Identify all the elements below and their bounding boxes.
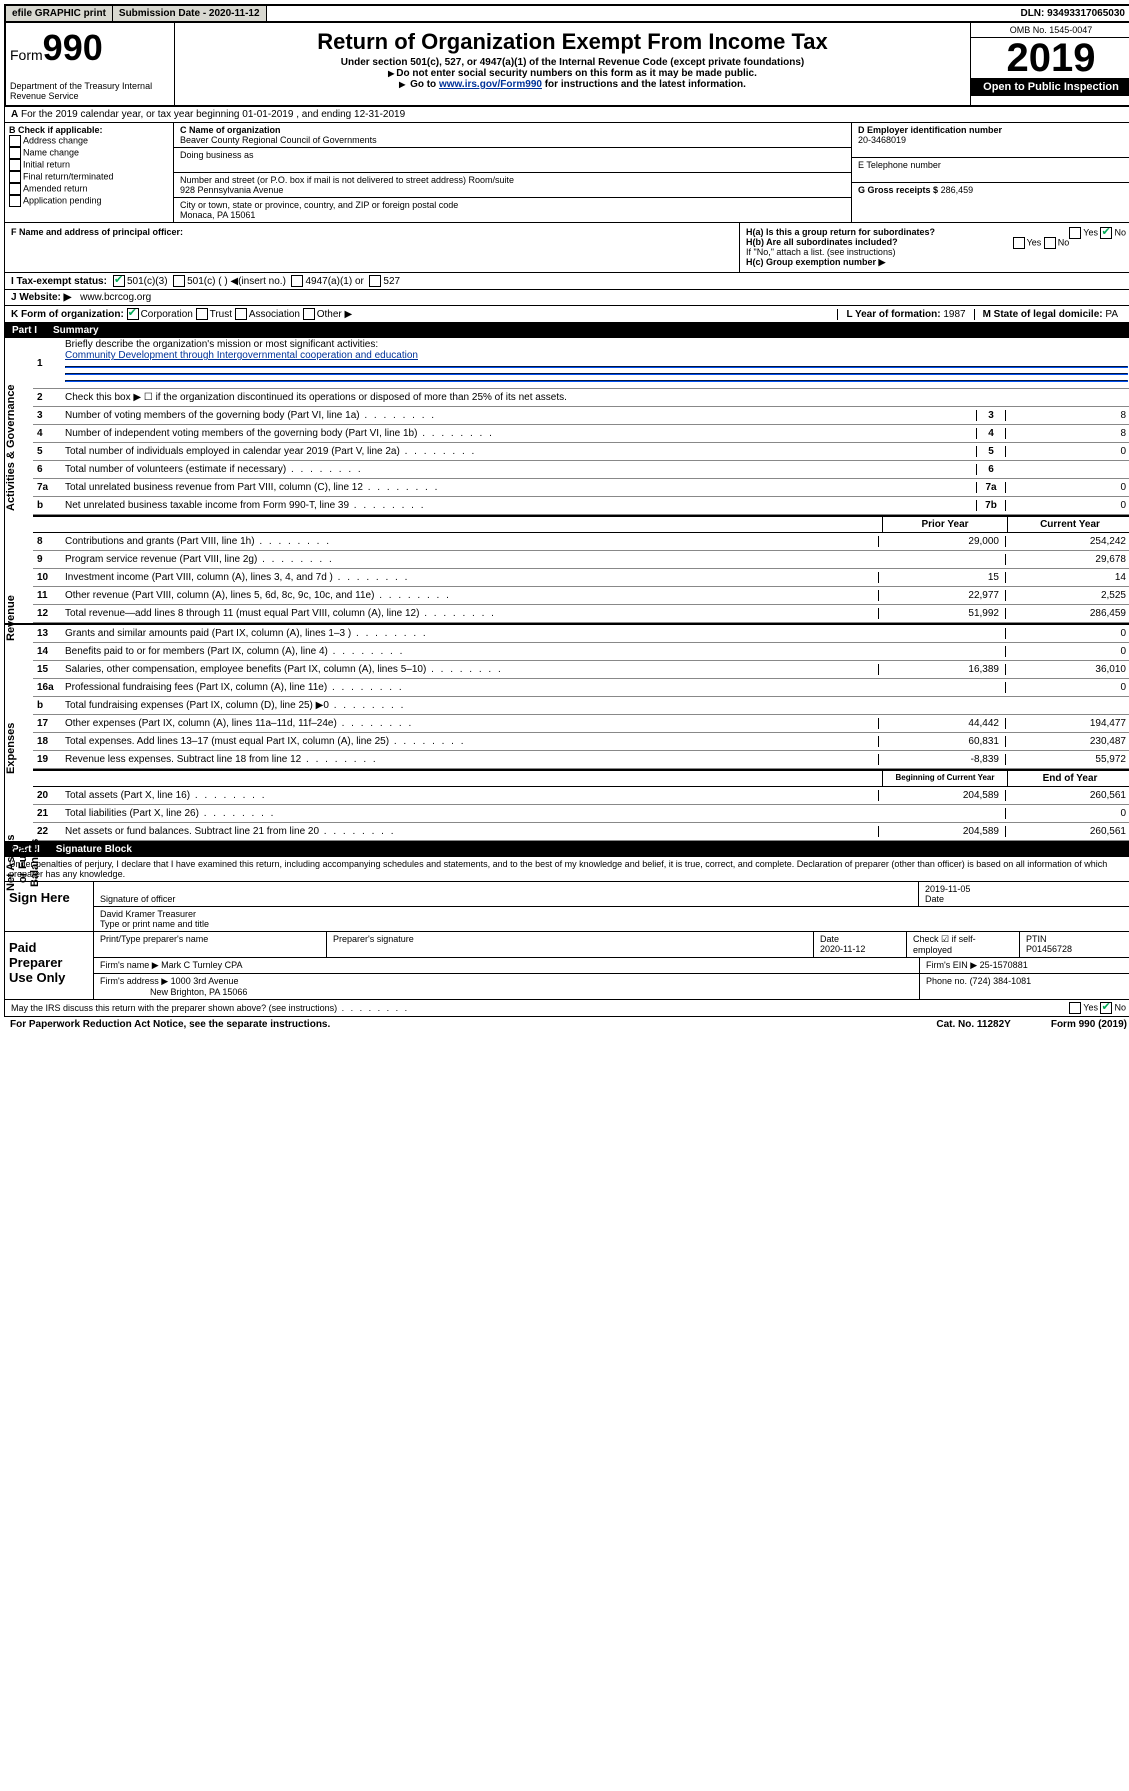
top-bar: efile GRAPHIC print Submission Date - 20… xyxy=(4,4,1129,23)
summary-row: 14Benefits paid to or for members (Part … xyxy=(33,643,1129,661)
box-c: C Name of organizationBeaver County Regi… xyxy=(174,123,852,222)
vtab-expenses: Expenses xyxy=(5,683,29,813)
summary-row: 15Salaries, other compensation, employee… xyxy=(33,661,1129,679)
perjury-text: Under penalties of perjury, I declare th… xyxy=(4,857,1129,882)
row-klm: K Form of organization: Corporation Trus… xyxy=(4,306,1129,323)
submission-date: Submission Date - 2020-11-12 xyxy=(113,6,267,21)
summary-row: 11Other revenue (Part VIII, column (A), … xyxy=(33,587,1129,605)
section-fh: F Name and address of principal officer:… xyxy=(4,223,1129,273)
part-2-header: Part IISignature Block xyxy=(4,842,1129,857)
open-to-public: Open to Public Inspection xyxy=(971,78,1129,96)
summary-row: 21Total liabilities (Part X, line 26)0 xyxy=(33,805,1129,823)
form-number: Form990 xyxy=(10,27,170,69)
box-f: F Name and address of principal officer: xyxy=(5,223,740,272)
box-b: B Check if applicable: Address change Na… xyxy=(5,123,174,222)
form-title: Return of Organization Exempt From Incom… xyxy=(183,29,962,55)
section-bcde: B Check if applicable: Address change Na… xyxy=(4,123,1129,223)
tax-year: 2019 xyxy=(971,38,1129,78)
footer: For Paperwork Reduction Act Notice, see … xyxy=(4,1017,1129,1032)
paid-preparer: Paid Preparer Use Only Print/Type prepar… xyxy=(4,932,1129,1000)
vtab-revenue: Revenue xyxy=(5,568,29,668)
row-i: I Tax-exempt status: 501(c)(3) 501(c) ( … xyxy=(4,273,1129,290)
form-header: Form990 Department of the Treasury Inter… xyxy=(4,23,1129,107)
summary-row: 19Revenue less expenses. Subtract line 1… xyxy=(33,751,1129,769)
box-de: D Employer identification number20-34680… xyxy=(852,123,1129,222)
vtab-net-assets: Net Assets or Fund Balances xyxy=(5,828,29,898)
summary-section: Activities & Governance Revenue Expenses… xyxy=(4,338,1129,842)
dept-treasury: Department of the Treasury Internal Reve… xyxy=(10,81,170,101)
summary-row: 16aProfessional fundraising fees (Part I… xyxy=(33,679,1129,697)
sign-here: Sign Here Signature of officer2019-11-05… xyxy=(4,882,1129,932)
summary-row: 13Grants and similar amounts paid (Part … xyxy=(33,625,1129,643)
summary-row: 20Total assets (Part X, line 16)204,5892… xyxy=(33,787,1129,805)
summary-row: 10Investment income (Part VIII, column (… xyxy=(33,569,1129,587)
summary-row: 5Total number of individuals employed in… xyxy=(33,443,1129,461)
summary-row: 22Net assets or fund balances. Subtract … xyxy=(33,823,1129,841)
summary-row: 3Number of voting members of the governi… xyxy=(33,407,1129,425)
summary-row: 4Number of independent voting members of… xyxy=(33,425,1129,443)
summary-row: 9Program service revenue (Part VIII, lin… xyxy=(33,551,1129,569)
summary-row: 12Total revenue—add lines 8 through 11 (… xyxy=(33,605,1129,623)
irs-link[interactable]: www.irs.gov/Form990 xyxy=(439,79,542,90)
summary-row: 17Other expenses (Part IX, column (A), l… xyxy=(33,715,1129,733)
subtitle-3: Go to www.irs.gov/Form990 for instructio… xyxy=(183,79,962,90)
row-j: J Website: ▶ www.bcrcog.org xyxy=(4,290,1129,306)
discuss-row: May the IRS discuss this return with the… xyxy=(4,1000,1129,1017)
vtab-governance: Activities & Governance xyxy=(5,348,29,548)
summary-row: 7aTotal unrelated business revenue from … xyxy=(33,479,1129,497)
row-a-tax-year: A For the 2019 calendar year, or tax yea… xyxy=(4,107,1129,123)
box-h: H(a) Is this a group return for subordin… xyxy=(740,223,1129,272)
summary-row: 6Total number of volunteers (estimate if… xyxy=(33,461,1129,479)
subtitle-1: Under section 501(c), 527, or 4947(a)(1)… xyxy=(183,57,962,68)
summary-row: bNet unrelated business taxable income f… xyxy=(33,497,1129,515)
summary-row: 18Total expenses. Add lines 13–17 (must … xyxy=(33,733,1129,751)
summary-row: bTotal fundraising expenses (Part IX, co… xyxy=(33,697,1129,715)
summary-row: 8Contributions and grants (Part VIII, li… xyxy=(33,533,1129,551)
efile-print-button[interactable]: efile GRAPHIC print xyxy=(6,6,113,21)
subtitle-2: Do not enter social security numbers on … xyxy=(183,68,962,79)
dln: DLN: 93493317065030 xyxy=(1014,6,1129,21)
part-1-header: Part ISummary xyxy=(4,323,1129,338)
